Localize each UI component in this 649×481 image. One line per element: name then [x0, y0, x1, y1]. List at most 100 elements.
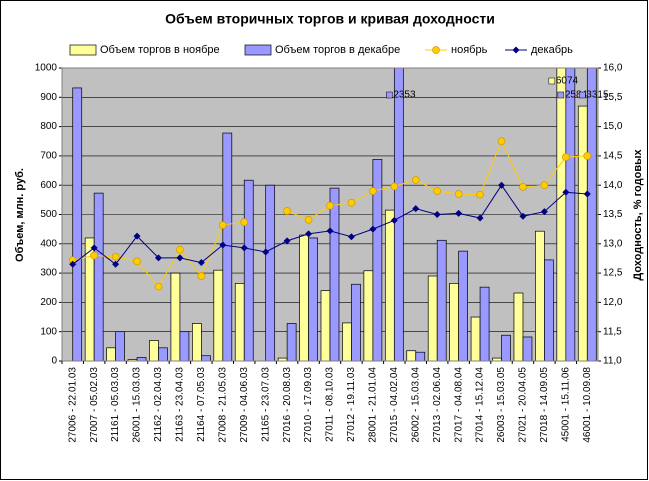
marker: [540, 181, 549, 190]
marker: [154, 282, 163, 291]
bar: [372, 159, 383, 361]
marker: [283, 237, 291, 245]
marker: [326, 201, 334, 210]
marker: [455, 209, 463, 217]
y-tick-label: 300: [40, 268, 57, 279]
y2-tick-label: 11,0: [603, 356, 622, 367]
marker: [433, 187, 442, 195]
bar: [544, 259, 554, 361]
y-tick-label: 100: [40, 326, 57, 337]
x-tick-label: 27013 - 02.06.04: [432, 367, 443, 443]
marker: [347, 198, 356, 207]
y2-tick-label: 13,0: [603, 238, 623, 249]
bar: [458, 250, 468, 361]
marker: [304, 215, 313, 224]
marker: [583, 190, 591, 198]
x-tick-label: 26002 - 15.03.04: [410, 367, 421, 443]
marker: [369, 225, 377, 233]
data-label: 2353: [393, 90, 416, 101]
x-tick-label: 27012 - 19.11.03: [346, 367, 357, 442]
legend-label: ноябрь: [451, 44, 488, 56]
y-tick-label: 0: [51, 356, 57, 367]
x-tick-label: 45001 - 15.11.06: [560, 367, 571, 442]
bar: [320, 290, 331, 361]
bar: [213, 269, 224, 361]
bar: [265, 184, 276, 361]
plot-frame: [61, 67, 599, 362]
bar: [535, 230, 545, 361]
marker: [540, 208, 548, 216]
marker: [454, 190, 463, 198]
x-tick-label: 46001 - 10.09.08: [582, 367, 593, 443]
marker: [90, 251, 99, 260]
marker: [262, 248, 270, 256]
marker: [433, 211, 441, 218]
x-tick-label: 27007 - 05.02.03: [89, 367, 100, 443]
x-tick-label: 21164 - 07.05.03: [196, 367, 207, 442]
bar: [72, 87, 83, 361]
marker: [111, 252, 120, 261]
y-tick-label: 1000: [35, 63, 58, 74]
x-tick-label: 27011 - 08.10.03: [325, 367, 336, 442]
marker: [283, 207, 291, 215]
chart-title: Объем вторичных торгов и кривая доходнос…: [165, 11, 495, 27]
legend-marker: [512, 46, 520, 54]
x-tick-label: 27014 - 15.12.04: [475, 367, 486, 443]
x-tick-label: 27018 - 14.09.05: [539, 367, 550, 443]
bar: [329, 187, 340, 361]
bar: [363, 270, 374, 361]
y2-tick-label: 13,5: [603, 209, 623, 220]
bar: [415, 351, 426, 361]
marker: [154, 254, 162, 262]
marker: [390, 216, 398, 224]
marker: [390, 182, 399, 191]
marker: [90, 244, 98, 252]
bar: [406, 350, 417, 361]
marker: [197, 272, 206, 280]
y2-axis-label: Доходность, % годовых: [632, 149, 644, 281]
marker: [519, 212, 527, 220]
bar: [513, 292, 524, 361]
marker: [218, 221, 227, 229]
marker: [240, 244, 248, 252]
x-tick-label: 27016 - 20.08.03: [282, 367, 293, 443]
x-tick-label: 27008 - 21.05.03: [217, 367, 228, 443]
marker: [112, 260, 120, 268]
legend-marker: [432, 46, 440, 54]
y2-tick-label: 12,0: [603, 297, 623, 308]
y2-tick-label: 14,5: [603, 151, 623, 162]
y-tick-label: 600: [40, 180, 57, 191]
bar: [586, 68, 597, 361]
marker: [411, 176, 420, 184]
bar: [234, 283, 245, 361]
y2-tick-label: 11,5: [603, 326, 622, 337]
marker: [498, 181, 506, 189]
marker: [347, 233, 355, 241]
marker: [197, 259, 205, 267]
bar: [136, 357, 147, 361]
bar: [501, 334, 511, 361]
marker: [176, 254, 184, 262]
bar: [170, 272, 181, 361]
label-key: [579, 91, 586, 99]
y-tick-label: 400: [40, 238, 57, 249]
bar: [115, 331, 125, 361]
bar: [436, 239, 447, 361]
x-tick-label: 21163 - 23.04.03: [175, 367, 186, 442]
bar: [299, 234, 309, 361]
x-tick-label: 27009 - 04.06.03: [239, 367, 250, 443]
marker: [133, 257, 141, 266]
y-tick-label: 500: [40, 209, 57, 220]
marker: [562, 188, 570, 196]
y-tick-label: 200: [40, 297, 57, 308]
label-key: [548, 77, 556, 85]
x-tick-label: 27015 - 04.02.04: [389, 367, 400, 443]
x-tick-label: 28001 - 21.01.04: [368, 367, 379, 443]
bar: [556, 68, 567, 361]
marker: [326, 227, 334, 235]
y-axis-label: Объем, млн. руб.: [14, 168, 26, 262]
bar: [393, 68, 404, 361]
x-tick-label: 21161 - 05.03.03: [110, 367, 121, 442]
marker: [412, 205, 420, 213]
